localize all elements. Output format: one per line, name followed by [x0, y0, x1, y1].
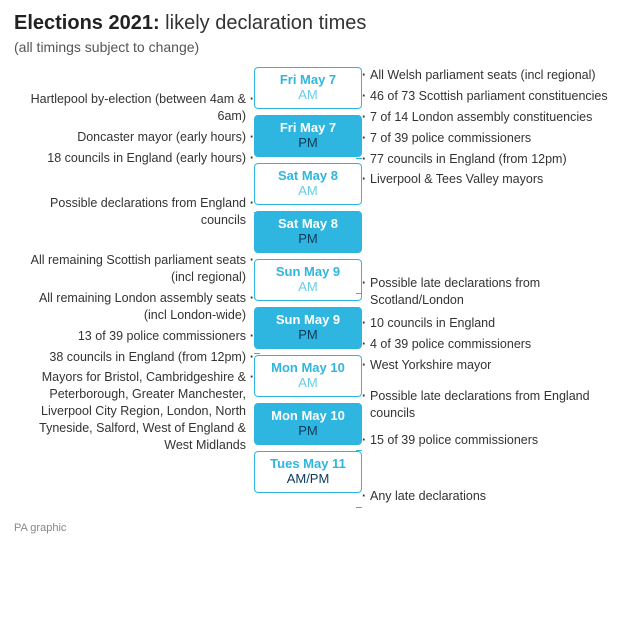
date-label: Sat May 8	[278, 169, 338, 184]
right-block: Any late declarations	[362, 486, 622, 528]
list-item: 7 of 39 police commissioners	[362, 130, 622, 147]
infographic-root: Elections 2021: likely declaration times…	[0, 0, 640, 540]
period-label: AM	[298, 376, 318, 391]
right-block: Possible late declarations from England …	[362, 386, 622, 426]
list-item: West Yorkshire mayor	[362, 357, 622, 374]
date-label: Mon May 10	[271, 361, 345, 376]
left-block: Hartlepool by-election (between 4am & 6a…	[14, 65, 254, 193]
period-label: PM	[298, 328, 318, 343]
list-item: All Welsh parliament seats (incl regiona…	[362, 67, 622, 84]
date-box: Sat May 8AM	[254, 163, 362, 205]
credit: PA graphic	[14, 522, 66, 534]
period-label: AM	[298, 184, 318, 199]
list-item: 46 of 73 Scottish parliament constituenc…	[362, 88, 622, 105]
page-title: Elections 2021: likely declaration times	[14, 12, 626, 35]
date-label: Fri May 7	[280, 121, 336, 136]
period-label: PM	[298, 424, 318, 439]
right-block: Possible late declarations from Scotland…	[362, 273, 622, 313]
list-item: 38 councils in England (from 12pm)	[14, 349, 254, 366]
right-block: 15 of 39 police commissioners	[362, 430, 622, 470]
date-box: Sun May 9AM	[254, 259, 362, 301]
list-item: Possible late declarations from Scotland…	[362, 275, 622, 309]
date-box: Mon May 10AM	[254, 355, 362, 397]
title-rest: likely declaration times	[160, 12, 367, 34]
subtitle: (all timings subject to change)	[14, 39, 626, 55]
left-column: Hartlepool by-election (between 4am & 6a…	[14, 65, 254, 528]
period-label: AM/PM	[287, 472, 330, 487]
date-box: Fri May 7PM	[254, 115, 362, 157]
list-item: Mayors for Bristol, Cambridgeshire & Pet…	[14, 369, 254, 453]
list-item: Possible declarations from England counc…	[14, 195, 254, 229]
list-item: Liverpool & Tees Valley mayors	[362, 171, 622, 188]
list-item: 10 councils in England	[362, 315, 622, 332]
list-item: All remaining Scottish parliament seats …	[14, 252, 254, 286]
right-column: All Welsh parliament seats (incl regiona…	[362, 65, 622, 528]
center-column: Fri May 7AMFri May 7PMSat May 8AMSat May…	[254, 65, 362, 528]
list-item: Any late declarations	[362, 488, 622, 505]
list-item: Possible late declarations from England …	[362, 388, 622, 422]
list-item: 77 councils in England (from 12pm)	[362, 151, 622, 168]
date-label: Fri May 7	[280, 73, 336, 88]
list-item: 18 councils in England (early hours)	[14, 150, 254, 167]
date-box: Sat May 8PM	[254, 211, 362, 253]
date-label: Sun May 9	[276, 313, 340, 328]
list-item: 15 of 39 police commissioners	[362, 432, 622, 449]
left-block: Possible declarations from England counc…	[14, 193, 254, 231]
date-label: Sat May 8	[278, 217, 338, 232]
right-block: All Welsh parliament seats (incl regiona…	[362, 65, 622, 251]
list-item: 13 of 39 police commissioners	[14, 328, 254, 345]
list-item: Doncaster mayor (early hours)	[14, 129, 254, 146]
title-bold: Elections 2021:	[14, 12, 160, 34]
date-box: Mon May 10PM	[254, 403, 362, 445]
date-box: Sun May 9PM	[254, 307, 362, 349]
list-item: All remaining London assembly seats (inc…	[14, 290, 254, 324]
date-box: Tues May 11AM/PM	[254, 451, 362, 493]
date-label: Tues May 11	[270, 457, 346, 472]
period-label: AM	[298, 280, 318, 295]
list-item: Hartlepool by-election (between 4am & 6a…	[14, 91, 254, 125]
date-label: Mon May 10	[271, 409, 345, 424]
period-label: AM	[298, 88, 318, 103]
left-block: All remaining Scottish parliament seats …	[14, 231, 254, 475]
list-item: 4 of 39 police commissioners	[362, 336, 622, 353]
date-label: Sun May 9	[276, 265, 340, 280]
right-block: 10 councils in England 4 of 39 police com…	[362, 313, 622, 376]
timeline-grid: Hartlepool by-election (between 4am & 6a…	[14, 65, 626, 528]
period-label: PM	[298, 136, 318, 151]
list-item: 7 of 14 London assembly constituencies	[362, 109, 622, 126]
date-box: Fri May 7AM	[254, 67, 362, 109]
right-block	[362, 251, 622, 269]
period-label: PM	[298, 232, 318, 247]
